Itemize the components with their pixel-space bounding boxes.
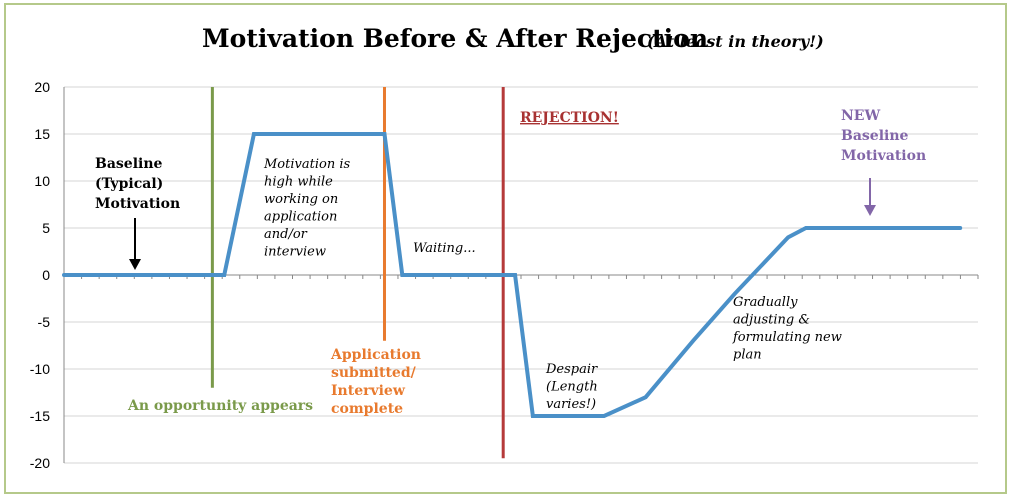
y-tick-label: 15 [34, 126, 50, 142]
y-tick-label: -15 [30, 408, 50, 424]
chart-title: Motivation Before & After Rejection [202, 24, 708, 53]
series-layer [62, 132, 963, 418]
y-tick-label: 10 [34, 173, 50, 189]
y-tick-label: 20 [34, 79, 50, 95]
chart-subtitle: (At least in theory!) [647, 32, 824, 51]
motivation-line [62, 132, 963, 418]
annotation-baseline: Baseline (Typical) Motivation [95, 156, 180, 212]
annotation-despair: Despair (Length varies!) [545, 362, 598, 412]
annotation-layer: Baseline (Typical) Motivation Motivation is… [95, 108, 926, 417]
annotation-motivation-high: Motivation is high while working on applica… [263, 157, 350, 260]
annotation-new-baseline: NEW Baseline Motivation [841, 108, 926, 164]
y-tick-label: -5 [38, 314, 51, 330]
arrow-baseline-head [129, 259, 141, 270]
annotation-adjusting: Gradually adjusting & formulating new plan [732, 295, 842, 363]
annotation-waiting: Waiting... [413, 241, 476, 256]
y-tick-label: 5 [42, 220, 50, 236]
y-tick-label: -20 [30, 455, 50, 471]
y-tick-label: -10 [30, 361, 50, 377]
annotation-opportunity: An opportunity appears [127, 398, 313, 414]
y-tick-label: 0 [42, 267, 50, 283]
annotation-application: Application submitted/Interview complete [330, 347, 421, 417]
y-tick-labels: 20 15 10 5 0 -5 -10 -15 -20 [30, 79, 50, 471]
vertical-lines [210, 87, 505, 459]
chart-frame [4, 3, 1007, 494]
arrow-new-baseline-head [864, 205, 876, 216]
annotation-rejection: REJECTION! [520, 110, 619, 126]
